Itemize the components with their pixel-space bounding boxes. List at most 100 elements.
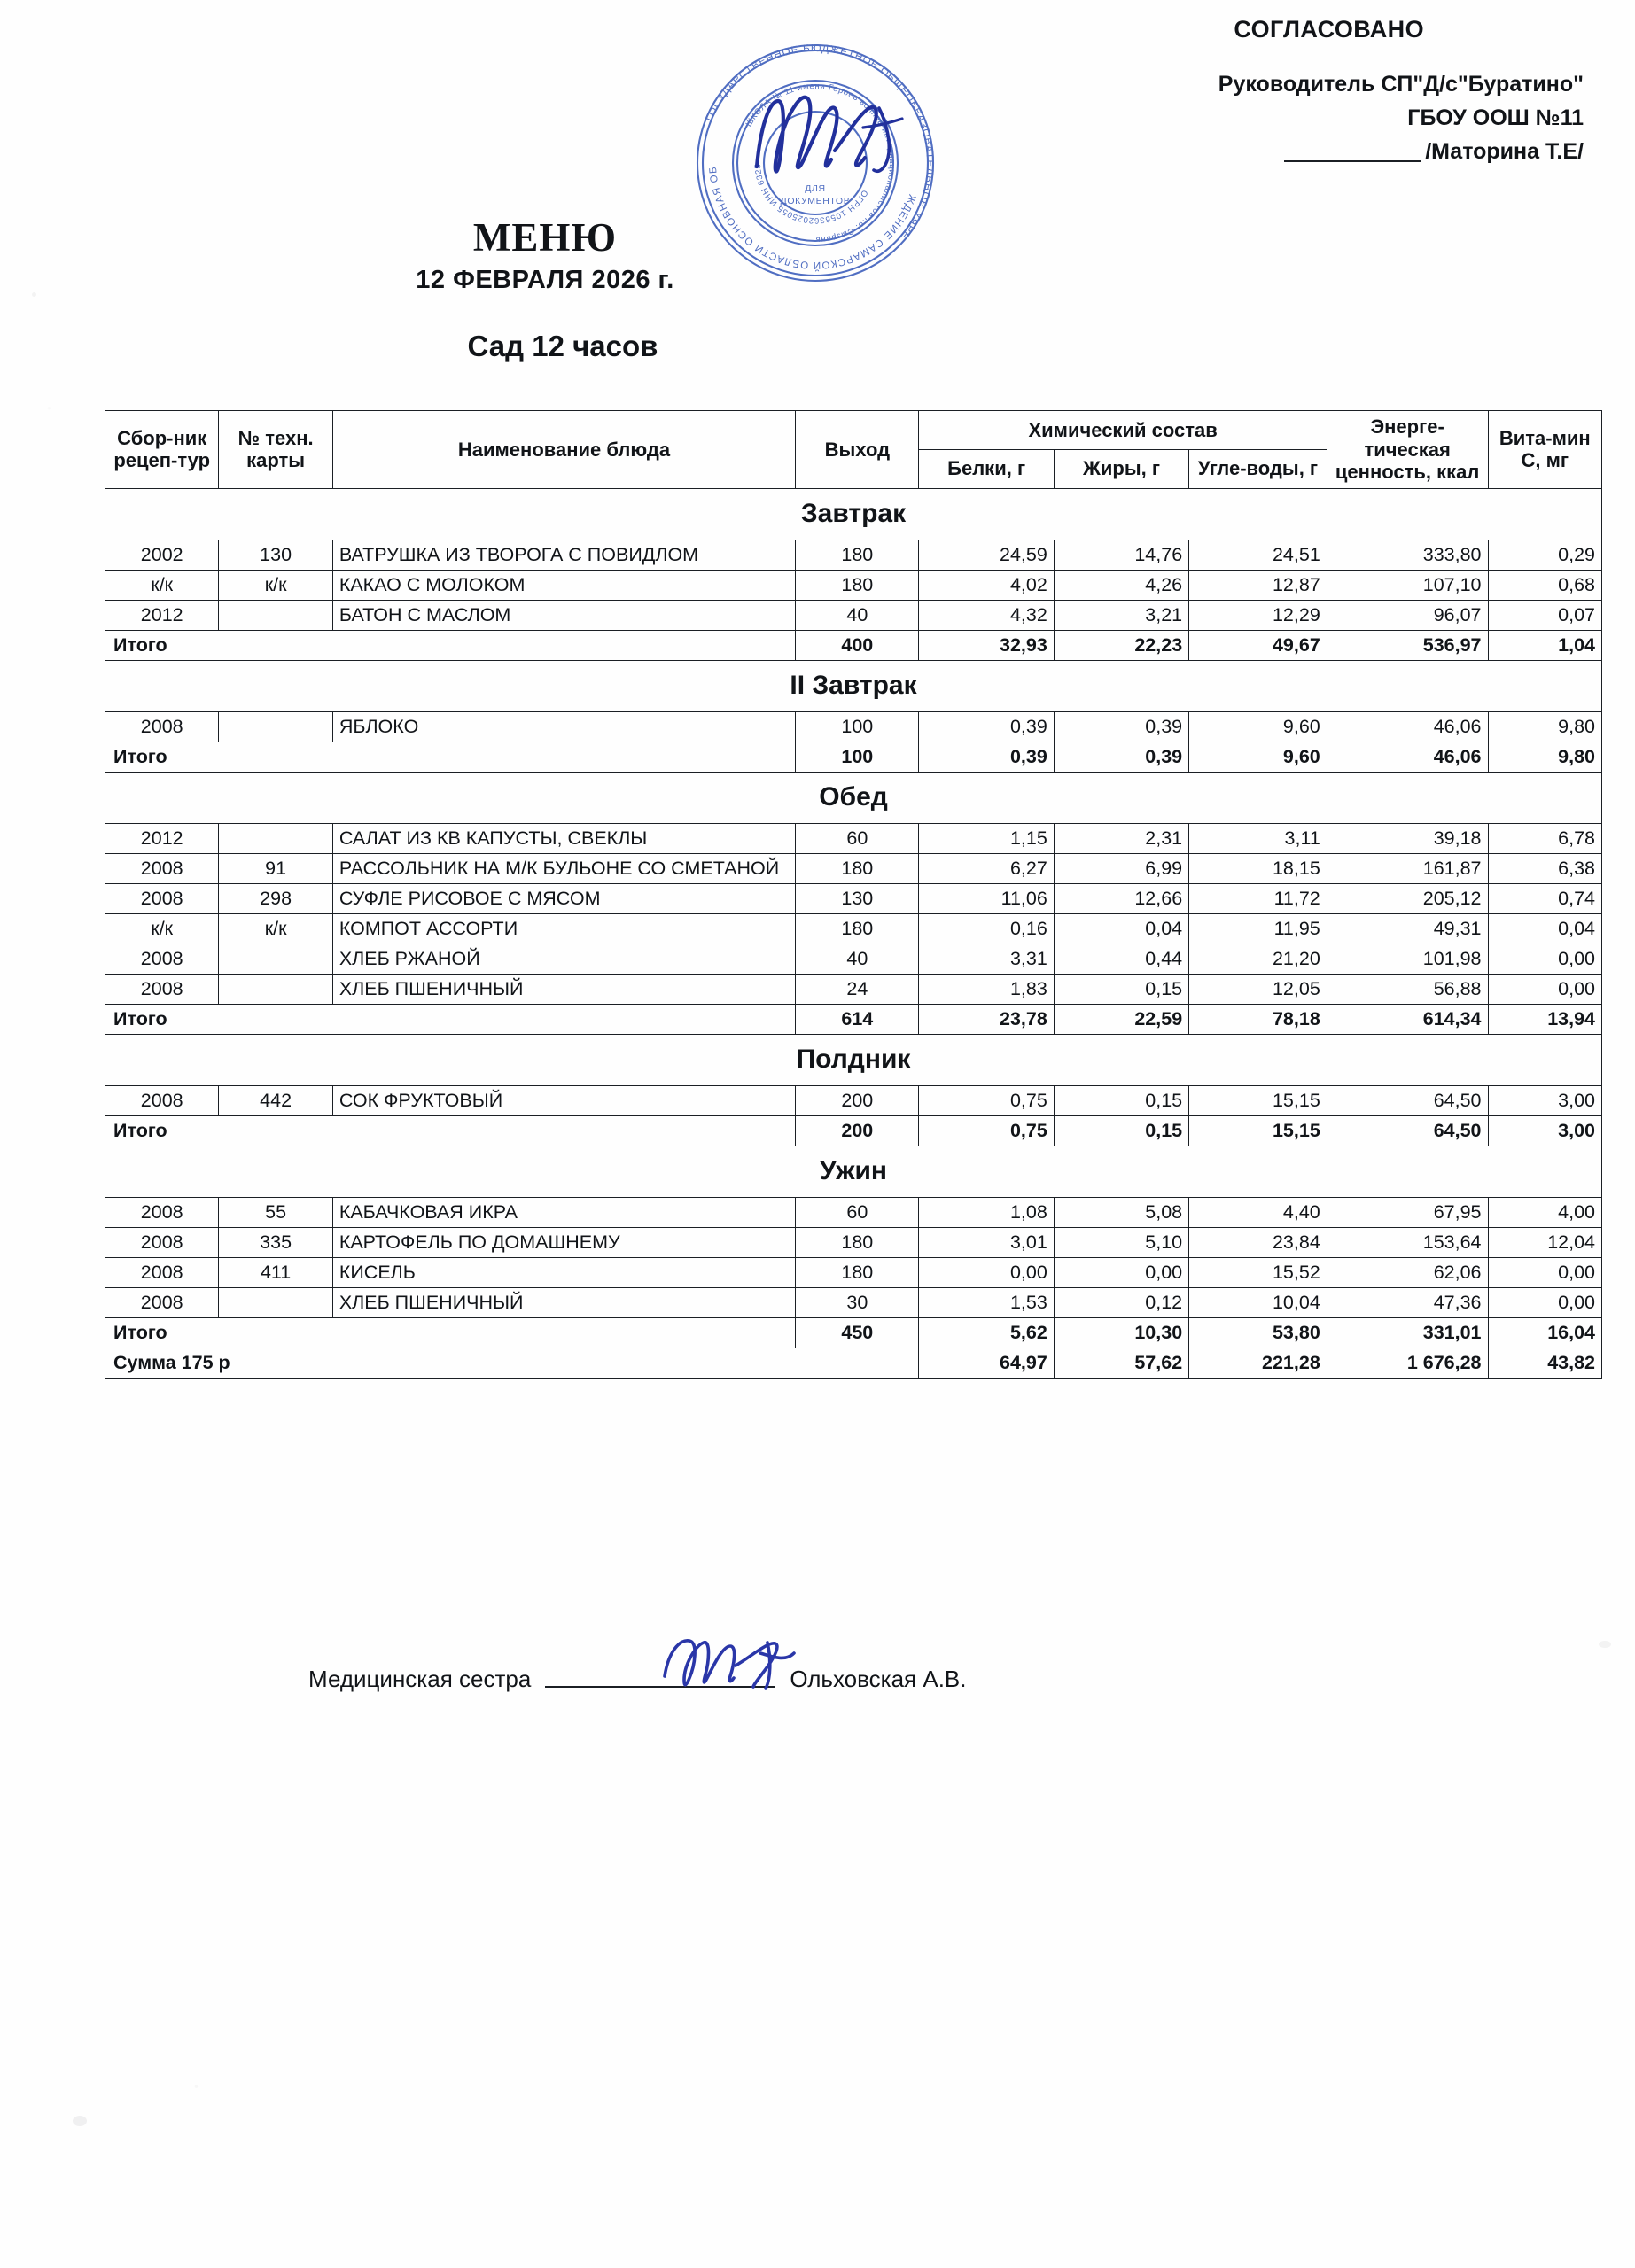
- cell-vitamin-c: 6,78: [1487, 822, 1603, 854]
- table-row[interactable]: 2008 ХЛЕБ ПШЕНИЧНЫЙ 24 1,83 0,15 12,05 56,88 0,…: [104, 973, 1603, 1005]
- section-total-label: Итого: [104, 629, 797, 661]
- cell-sbornik: 2012: [104, 822, 220, 854]
- approval-director-name: /Маторина Т.Е/: [1425, 139, 1584, 164]
- cell-fat: 0,00: [1053, 1256, 1190, 1288]
- section-total-energy: 64,50: [1326, 1115, 1489, 1146]
- cell-energy: 47,36: [1326, 1286, 1489, 1318]
- cell-dish-name: ХЛЕБ ПШЕНИЧНЫЙ: [331, 1286, 797, 1318]
- cell-tech-card: 411: [218, 1256, 333, 1288]
- cell-protein: 0,39: [918, 711, 1055, 742]
- cell-fat: 2,31: [1053, 822, 1190, 854]
- table-row[interactable]: 2008 ХЛЕБ ПШЕНИЧНЫЙ 30 1,53 0,12 10,04 47,36 0,…: [104, 1286, 1603, 1318]
- cell-vitamin-c: 0,07: [1487, 599, 1603, 631]
- table-row[interactable]: 2008 55 КАБАЧКОВАЯ ИКРА 60 1,08 5,08 4,40 67,95…: [104, 1196, 1603, 1228]
- grand-total-fat: 57,62: [1053, 1347, 1190, 1379]
- section-total-output: 200: [795, 1115, 920, 1146]
- cell-tech-card: [218, 599, 333, 631]
- table-row[interactable]: 2008 411 КИСЕЛЬ 180 0,00 0,00 15,52 62,06 0,00: [104, 1256, 1603, 1288]
- section-total-row: Итого 400 32,93 22,23 49,67 536,97 1,04: [104, 629, 1603, 661]
- cell-energy: 205,12: [1326, 882, 1489, 914]
- cell-sbornik: к/к: [104, 569, 220, 601]
- table-row[interactable]: 2012 САЛАТ ИЗ КВ КАПУСТЫ, СВЕКЛЫ 60 1,15 2,3…: [104, 822, 1603, 854]
- paper-speck: [1599, 1641, 1611, 1648]
- table-row[interactable]: к/к к/к КОМПОТ АССОРТИ 180 0,16 0,04 11,95 49,3…: [104, 913, 1603, 944]
- table-row[interactable]: 2012 БАТОН С МАСЛОМ 40 4,32 3,21 12,29 96,07 0,…: [104, 599, 1603, 631]
- table-row[interactable]: 2008 ХЛЕБ РЖАНОЙ 40 3,31 0,44 21,20 101,98 0,00: [104, 943, 1603, 975]
- section-total-fat: 10,30: [1053, 1317, 1190, 1348]
- cell-energy: 107,10: [1326, 569, 1489, 601]
- cell-sbornik: 2008: [104, 1286, 220, 1318]
- section-total-row: Итого 614 23,78 22,59 78,18 614,34 13,94: [104, 1003, 1603, 1035]
- cell-output: 130: [795, 882, 920, 914]
- table-row[interactable]: 2008 91 РАССОЛЬНИК НА М/К БУЛЬОНЕ СО СМЕТА…: [104, 852, 1603, 884]
- cell-fat: 0,44: [1053, 943, 1190, 975]
- approval-school-line: ГБОУ ООШ №11: [1407, 105, 1584, 130]
- menu-table-header: Сбор-ник рецеп-тур № техн. карты Наимено…: [104, 410, 1603, 489]
- footer-role: Медицинская сестра: [308, 1666, 532, 1692]
- footer-signature-block: Медицинская сестра Ольховская А.В.: [308, 1666, 1283, 1693]
- section-total-row: Итого 100 0,39 0,39 9,60 46,06 9,80: [104, 741, 1603, 773]
- grand-total-vitamin-c: 43,82: [1487, 1347, 1603, 1379]
- cell-carb: 4,40: [1188, 1196, 1327, 1228]
- meal-section-header: Полдник: [105, 1033, 1602, 1086]
- cell-energy: 67,95: [1326, 1196, 1489, 1228]
- section-total-protein: 0,39: [918, 741, 1055, 773]
- footer-name: Ольховская А.В.: [790, 1666, 967, 1692]
- menu-group: Сад 12 часов: [467, 330, 658, 362]
- cell-dish-name: ХЛЕБ РЖАНОЙ: [331, 943, 797, 975]
- section-total-vitamin-c: 16,04: [1487, 1317, 1603, 1348]
- cell-dish-name: БАТОН С МАСЛОМ: [331, 599, 797, 631]
- cell-tech-card: [218, 973, 333, 1005]
- section-total-row: Итого 200 0,75 0,15 15,15 64,50 3,00: [104, 1115, 1603, 1146]
- grand-total-carb: 221,28: [1188, 1347, 1327, 1379]
- cell-carb: 3,11: [1188, 822, 1327, 854]
- section-total-vitamin-c: 1,04: [1487, 629, 1603, 661]
- section-total-label: Итого: [104, 1115, 797, 1146]
- cell-vitamin-c: 6,38: [1487, 852, 1603, 884]
- table-row[interactable]: 2008 ЯБЛОКО 100 0,39 0,39 9,60 46,06 9,80: [104, 711, 1603, 742]
- cell-fat: 6,99: [1053, 852, 1190, 884]
- cell-vitamin-c: 0,00: [1487, 943, 1603, 975]
- cell-protein: 4,32: [918, 599, 1055, 631]
- cell-sbornik: 2008: [104, 1196, 220, 1228]
- section-total-label: Итого: [104, 1317, 797, 1348]
- section-total-vitamin-c: 9,80: [1487, 741, 1603, 773]
- table-row[interactable]: 2008 335 КАРТОФЕЛЬ ПО ДОМАШНЕМУ 180 3,01 5,10…: [104, 1226, 1603, 1258]
- section-total-protein: 0,75: [918, 1115, 1055, 1146]
- meal-section-header: II Завтрак: [105, 659, 1602, 712]
- cell-sbornik: 2012: [104, 599, 220, 631]
- th-vitamin-c: Вита-мин С, мг: [1487, 410, 1603, 489]
- cell-carb: 12,87: [1188, 569, 1327, 601]
- cell-vitamin-c: 0,74: [1487, 882, 1603, 914]
- cell-tech-card: 130: [218, 539, 333, 571]
- section-total-fat: 22,59: [1053, 1003, 1190, 1035]
- cell-output: 180: [795, 852, 920, 884]
- cell-vitamin-c: 0,00: [1487, 973, 1603, 1005]
- cell-output: 24: [795, 973, 920, 1005]
- cell-tech-card: [218, 1286, 333, 1318]
- cell-output: 200: [795, 1084, 920, 1116]
- section-total-label: Итого: [104, 1003, 797, 1035]
- cell-energy: 39,18: [1326, 822, 1489, 854]
- cell-protein: 3,01: [918, 1226, 1055, 1258]
- signature-rule: [1284, 159, 1422, 162]
- cell-dish-name: ЯБЛОКО: [331, 711, 797, 742]
- th-sbornik: Сбор-ник рецеп-тур: [104, 410, 220, 489]
- cell-energy: 161,87: [1326, 852, 1489, 884]
- cell-dish-name: КАБАЧКОВАЯ ИКРА: [331, 1196, 797, 1228]
- section-total-protein: 32,93: [918, 629, 1055, 661]
- menu-date: 12 ФЕВРАЛЯ 2026 г.: [416, 266, 674, 294]
- table-row[interactable]: 2008 442 СОК ФРУКТОВЫЙ 200 0,75 0,15 15,15 64,5…: [104, 1084, 1603, 1116]
- meal-section-title: Обед: [105, 771, 1602, 824]
- cell-carb: 12,29: [1188, 599, 1327, 631]
- section-total-protein: 5,62: [918, 1317, 1055, 1348]
- section-total-fat: 0,15: [1053, 1115, 1190, 1146]
- cell-tech-card: 442: [218, 1084, 333, 1116]
- cell-sbornik: 2008: [104, 973, 220, 1005]
- section-total-energy: 331,01: [1326, 1317, 1489, 1348]
- cell-dish-name: ХЛЕБ ПШЕНИЧНЫЙ: [331, 973, 797, 1005]
- table-row[interactable]: 2008 298 СУФЛЕ РИСОВОЕ С МЯСОМ 130 11,06 12,6…: [104, 882, 1603, 914]
- table-row[interactable]: к/к к/к КАКАО С МОЛОКОМ 180 4,02 4,26 12,87 107…: [104, 569, 1603, 601]
- table-row[interactable]: 2002 130 ВАТРУШКА ИЗ ТВОРОГА С ПОВИДЛОМ 180…: [104, 539, 1603, 571]
- section-total-row: Итого 450 5,62 10,30 53,80 331,01 16,04: [104, 1317, 1603, 1348]
